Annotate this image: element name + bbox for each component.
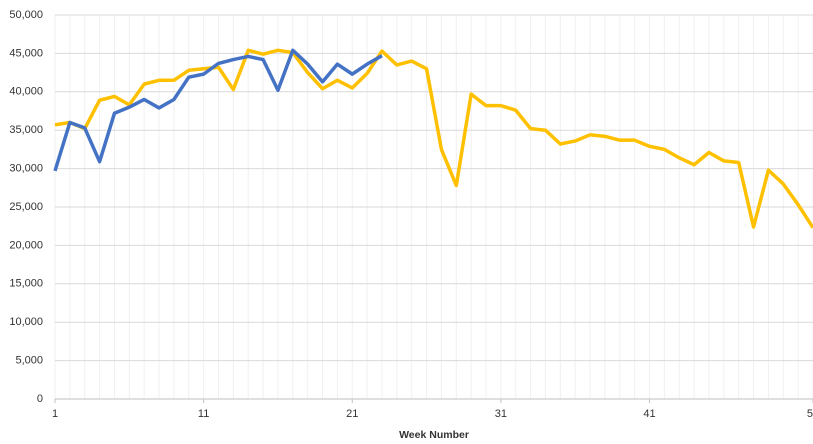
x-tick-label: 1 [52,408,58,420]
y-tick-label: 20,000 [9,239,43,251]
y-tick-label: 45,000 [9,47,43,59]
y-tick-label: 25,000 [9,201,43,213]
y-tick-label: 30,000 [9,163,43,175]
series-line [54,48,813,229]
y-tick-label: 5,000 [15,355,43,367]
y-tick-label: 35,000 [9,124,43,136]
y-tick-label: 0 [37,393,43,405]
x-tick-label: 21 [346,408,358,420]
x-tick-label: 52 [807,408,813,420]
y-tick-label: 50,000 [9,9,43,21]
series-line [53,48,383,172]
x-tick-label: 41 [643,408,655,420]
x-tick-label: 11 [198,408,209,420]
y-tick-label: 15,000 [9,278,43,290]
x-tick-label: 31 [495,408,507,420]
x-axis-title: Week Number [399,429,469,441]
y-tick-label: 40,000 [9,86,43,98]
y-tick-label: 10,000 [9,316,43,328]
